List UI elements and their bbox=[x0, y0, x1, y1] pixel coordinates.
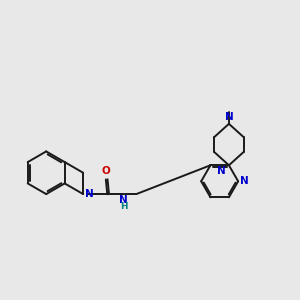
Text: N: N bbox=[217, 166, 226, 176]
Text: N: N bbox=[85, 189, 94, 199]
Text: N: N bbox=[224, 112, 233, 122]
Text: H: H bbox=[120, 202, 127, 211]
Text: N: N bbox=[240, 176, 249, 186]
Text: N: N bbox=[119, 195, 128, 205]
Text: O: O bbox=[101, 167, 110, 176]
